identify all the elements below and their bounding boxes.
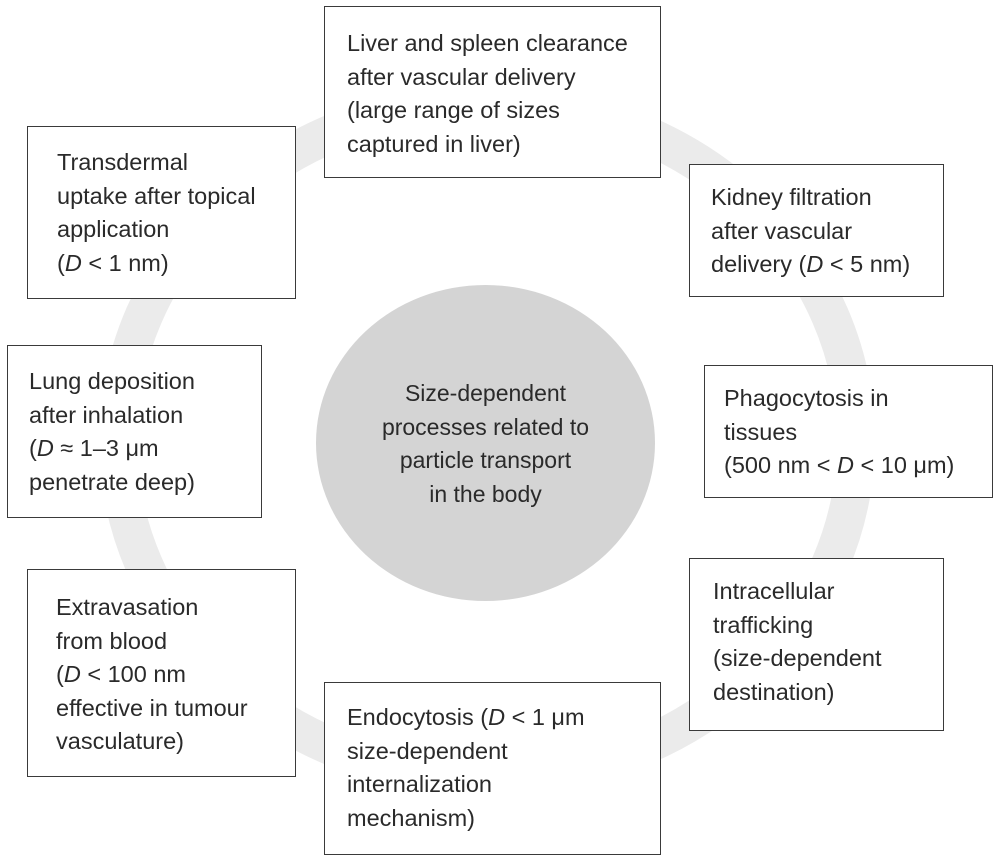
text-segment: < 100 nm xyxy=(80,661,186,687)
box-line: uptake after topical xyxy=(57,182,256,209)
diameter-symbol: D xyxy=(36,435,54,461)
box-line: after inhalation xyxy=(29,401,184,428)
box-line: after vascular delivery xyxy=(347,63,576,90)
diameter-symbol: D xyxy=(64,249,82,276)
box-line: Phagocytosis in xyxy=(724,385,889,411)
text-segment: < 1 nm) xyxy=(81,249,169,276)
liver-spleen-box: Liver and spleen clearance after vascula… xyxy=(324,6,661,178)
endocytosis-box: Endocytosis (D < 1 μm size-dependent int… xyxy=(324,682,661,855)
text-segment: ( xyxy=(57,249,65,276)
lung-deposition-box: Lung deposition after inhalation (D ≈ 1–… xyxy=(7,345,262,518)
box-line: captured in liver) xyxy=(347,130,521,157)
text-segment: delivery ( xyxy=(711,251,807,277)
center-line: particle transport xyxy=(399,447,572,473)
box-line: (D < 100 nm xyxy=(56,658,295,692)
box-line: Liver and spleen clearance xyxy=(347,30,628,56)
diameter-symbol: D xyxy=(488,704,506,730)
extravasation-box: Extravasation from blood (D < 100 nm eff… xyxy=(27,569,296,777)
diameter-symbol: D xyxy=(806,251,824,277)
intracellular-trafficking-box: Intracellular trafficking (size-dependen… xyxy=(689,558,944,731)
box-line: (D < 1 nm) xyxy=(57,247,295,281)
text-segment: (500 nm < xyxy=(724,452,837,478)
box-line: Kidney filtration xyxy=(711,184,872,210)
box-line: tissues xyxy=(724,418,798,445)
box-line: effective in tumour xyxy=(56,694,248,721)
box-line: from blood xyxy=(56,627,168,654)
center-circle: Size-dependent processes related to part… xyxy=(316,285,655,601)
box-line: mechanism) xyxy=(347,804,475,831)
box-line: Endocytosis (D < 1 μm xyxy=(347,701,660,735)
center-title: Size-dependent processes related to part… xyxy=(382,375,589,511)
box-line: penetrate deep) xyxy=(29,468,195,495)
center-line: in the body xyxy=(429,480,542,507)
box-line: internalization xyxy=(347,771,493,797)
box-line: Extravasation xyxy=(56,594,199,620)
box-line: Lung deposition xyxy=(29,368,195,394)
text-segment: ≈ 1–3 μm xyxy=(53,435,159,461)
box-line: Transdermal xyxy=(57,149,189,175)
diameter-symbol: D xyxy=(837,452,854,478)
box-line: trafficking xyxy=(713,611,814,638)
text-segment: < 1 μm xyxy=(505,704,585,730)
box-line: destination) xyxy=(713,678,835,705)
phagocytosis-box: Phagocytosis in tissues (500 nm < D < 10… xyxy=(704,365,993,498)
box-line: (large range of sizes xyxy=(347,97,560,123)
box-line: (size-dependent xyxy=(713,645,882,671)
text-segment: < 5 nm) xyxy=(823,251,911,277)
box-line: vasculature) xyxy=(56,728,184,754)
box-line: (500 nm < D < 10 μm) xyxy=(724,449,992,483)
text-segment: ( xyxy=(29,435,37,461)
transdermal-box: Transdermal uptake after topical applica… xyxy=(27,126,296,299)
text-segment: ( xyxy=(56,661,64,687)
text-segment: < 10 μm) xyxy=(853,452,955,478)
box-line: after vascular xyxy=(711,217,853,244)
diameter-symbol: D xyxy=(63,661,81,687)
kidney-filtration-box: Kidney filtration after vascular deliver… xyxy=(689,164,944,297)
center-line: Size-dependent xyxy=(404,380,567,406)
text-segment: Endocytosis ( xyxy=(347,704,489,730)
box-line: size-dependent xyxy=(347,737,508,764)
box-line: (D ≈ 1–3 μm xyxy=(29,432,261,466)
box-line: Intracellular xyxy=(713,578,835,604)
box-line: application xyxy=(57,216,170,242)
box-line: delivery (D < 5 nm) xyxy=(711,248,943,282)
center-line: processes related to xyxy=(381,413,590,440)
